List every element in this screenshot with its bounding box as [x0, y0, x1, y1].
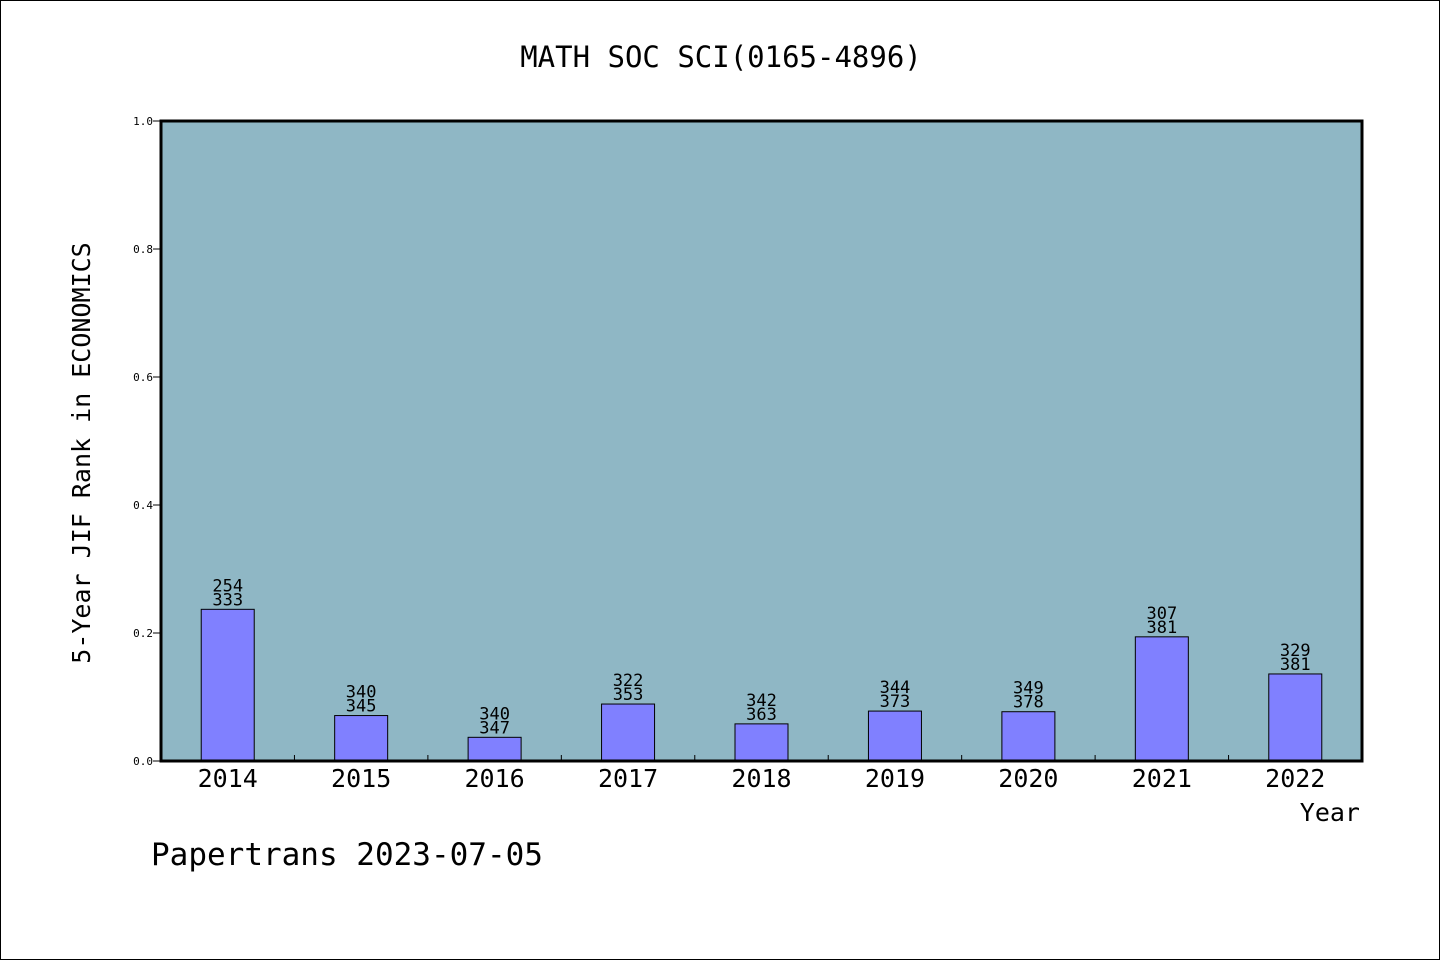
bar — [1001, 711, 1056, 762]
y-tick-label: 1.0 — [133, 115, 153, 128]
bar — [601, 703, 656, 762]
bar — [334, 715, 389, 762]
x-axis-label: Year — [1300, 798, 1360, 827]
x-tick-label: 2017 — [598, 764, 658, 793]
x-tick-label: 2022 — [1265, 764, 1325, 793]
bar-rank-label: 340 — [346, 683, 377, 703]
x-tick-label: 2019 — [865, 764, 925, 793]
y-tick-label: 0.4 — [133, 499, 153, 512]
bar — [467, 736, 522, 762]
bar-total-label: 373 — [880, 692, 911, 712]
bar — [1134, 636, 1189, 762]
bar-total-label: 363 — [746, 705, 777, 725]
plot-border — [159, 119, 1364, 763]
bar-rank-label: 254 — [212, 576, 243, 596]
x-tick-label: 2018 — [731, 764, 791, 793]
bar-total-label: 381 — [1146, 618, 1177, 638]
y-tick-label: 0.0 — [133, 755, 153, 768]
y-tick-label: 0.2 — [133, 627, 153, 640]
y-tick-label: 0.6 — [133, 371, 153, 384]
bar-rank-label: 340 — [479, 704, 510, 724]
bar-rank-label: 307 — [1146, 604, 1177, 624]
bar-total-label: 378 — [1013, 693, 1044, 713]
x-tick-label: 2015 — [331, 764, 391, 793]
bar — [1268, 673, 1323, 762]
bar-total-label: 333 — [212, 590, 243, 610]
bar — [867, 710, 922, 762]
bar-rank-label: 329 — [1280, 641, 1311, 661]
y-axis-label: 5-Year JIF Rank in ECONOMICS — [67, 242, 96, 663]
bar-total-label: 347 — [479, 718, 510, 738]
bar-total-label: 381 — [1280, 655, 1311, 675]
bar — [734, 723, 789, 762]
y-tick-label: 0.8 — [133, 243, 153, 256]
bar-total-label: 345 — [346, 697, 377, 717]
x-axis: 2014 2015 2016 2017 2018 2019 2020 2021 2022 — [198, 755, 1325, 793]
bar-rank-label: 322 — [613, 671, 644, 691]
y-axis: 0.0 0.2 0.4 0.6 0.8 1.0 — [133, 115, 161, 768]
x-tick-label: 2021 — [1132, 764, 1192, 793]
x-tick-label: 2014 — [198, 764, 258, 793]
chart-title: MATH SOC SCI(0165-4896) — [520, 40, 922, 74]
bar-rank-label: 342 — [746, 691, 777, 711]
bar — [200, 608, 255, 762]
x-tick-label: 2016 — [465, 764, 525, 793]
bar-rank-label: 349 — [1013, 679, 1044, 699]
footer-credit: Papertrans 2023-07-05 — [151, 837, 543, 873]
bar-total-label: 353 — [613, 685, 644, 705]
x-tick-label: 2020 — [998, 764, 1058, 793]
bar-rank-label: 344 — [880, 678, 911, 698]
